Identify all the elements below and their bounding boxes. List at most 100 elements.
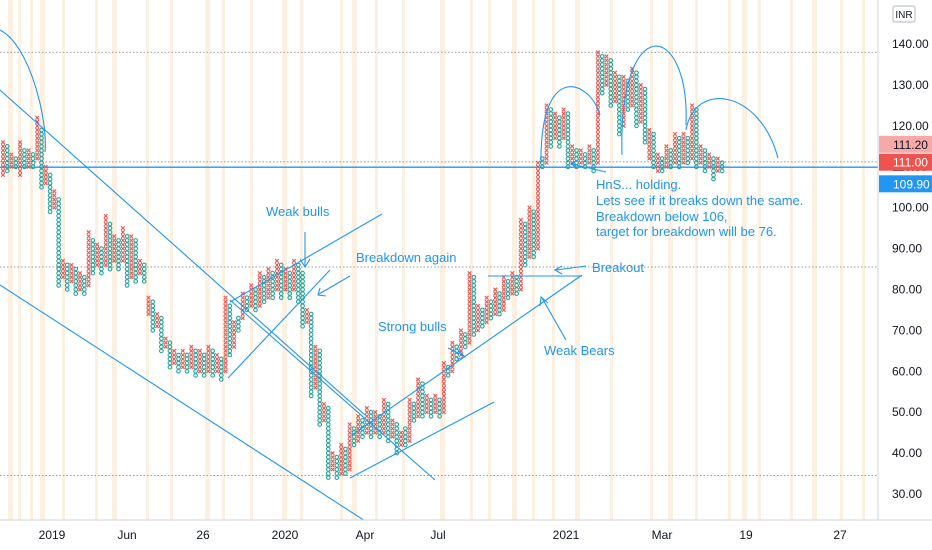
- x-box: [356, 422, 361, 427]
- weak-bulls-upper-line[interactable]: [229, 213, 383, 303]
- o-box: [47, 197, 53, 202]
- time-axis[interactable]: 2019 Jun 26 2020 Apr Jul 2021 Mar 19 27: [39, 528, 847, 542]
- weak-bulls-lower-line[interactable]: [227, 269, 331, 379]
- x-box: [257, 287, 262, 292]
- o-box: [616, 103, 622, 108]
- o-box: [702, 160, 708, 166]
- x-box: [321, 414, 327, 419]
- o-box: [295, 295, 301, 301]
- left-shoulder-arc[interactable]: [540, 86, 601, 164]
- annotation-strong-bulls[interactable]: Strong bulls: [378, 319, 447, 334]
- o-box: [385, 430, 391, 436]
- o-box: [616, 94, 622, 100]
- x-box: [441, 389, 447, 394]
- x-box: [595, 123, 601, 129]
- o-box: [116, 254, 121, 260]
- downtrend-upper-line[interactable]: [0, 89, 366, 416]
- x-box: [129, 262, 134, 268]
- o-box: [167, 348, 173, 354]
- o-box: [411, 413, 417, 419]
- o-column: [488, 299, 494, 321]
- x-box: [681, 148, 686, 153]
- x-box: [407, 410, 412, 415]
- o-box: [124, 278, 130, 284]
- x-box: [112, 254, 117, 259]
- o-box: [90, 242, 96, 247]
- x-box: [223, 299, 228, 304]
- o-box: [325, 463, 331, 468]
- o-box: [557, 139, 562, 145]
- o-box: [394, 430, 400, 436]
- o-box: [133, 258, 139, 264]
- o-box: [227, 328, 233, 333]
- x-box: [535, 230, 541, 235]
- o-column: [236, 315, 241, 333]
- annotation-hns-line2[interactable]: Lets see if it breaks down the same.: [596, 193, 803, 208]
- annotation-hns-line3[interactable]: Breakdown below 106,: [596, 209, 728, 224]
- o-box: [471, 319, 477, 325]
- o-box: [325, 409, 331, 415]
- x-column: [638, 82, 643, 124]
- x-box: [552, 115, 558, 120]
- breakdown-trend-line[interactable]: [229, 299, 436, 481]
- o-box: [107, 262, 113, 268]
- x-box: [535, 213, 541, 219]
- x-box: [535, 197, 541, 202]
- x-box: [647, 131, 652, 137]
- x-box: [484, 320, 489, 325]
- o-box: [295, 262, 301, 268]
- x-box: [129, 246, 134, 251]
- currency-badge[interactable]: [892, 5, 916, 23]
- o-box: [22, 160, 27, 166]
- o-box: [334, 463, 340, 468]
- o-box: [56, 238, 61, 243]
- annotation-hns-line1[interactable]: HnS... holding.: [596, 177, 681, 192]
- x-box: [364, 430, 369, 435]
- o-box: [565, 119, 571, 125]
- annotation-weak-bulls[interactable]: Weak bulls: [266, 204, 330, 219]
- o-box: [428, 409, 434, 415]
- o-box: [548, 115, 554, 121]
- o-column: [73, 266, 79, 296]
- left-arc[interactable]: [0, 29, 46, 153]
- session-band: [146, 0, 149, 520]
- x-box: [424, 393, 429, 399]
- x-box: [35, 152, 40, 157]
- annotation-breakout[interactable]: Breakout: [592, 260, 644, 275]
- annotation-breakdown-again[interactable]: Breakdown again: [356, 250, 456, 265]
- x-box: [189, 348, 194, 354]
- x-column: [321, 401, 327, 423]
- o-column: [368, 409, 374, 440]
- o-box: [488, 299, 494, 305]
- o-box: [634, 90, 639, 96]
- x-box: [86, 275, 91, 280]
- x-box: [493, 299, 498, 304]
- annotation-weak-bears[interactable]: Weak Bears: [544, 343, 615, 358]
- downtrend-lower-line[interactable]: [0, 284, 411, 550]
- price-label-badge: [879, 153, 932, 171]
- o-box: [133, 262, 139, 268]
- o-box: [210, 360, 216, 366]
- right-shoulder-arc[interactable]: [685, 98, 779, 159]
- x-box: [180, 352, 185, 358]
- x-box: [518, 225, 524, 231]
- o-box: [497, 295, 502, 301]
- o-column: [201, 352, 207, 378]
- x-box: [595, 152, 601, 157]
- o-column: [676, 135, 682, 170]
- head-arc[interactable]: [621, 45, 687, 156]
- uptrend-lower-line[interactable]: [349, 401, 495, 479]
- o-box: [454, 352, 460, 358]
- x-box: [467, 307, 472, 313]
- x-box: [612, 95, 618, 100]
- x-box: [103, 217, 108, 223]
- o-box: [253, 307, 258, 313]
- annotation-hns-line4[interactable]: target for breakdown will be 76.: [596, 224, 777, 239]
- x-box: [638, 90, 643, 96]
- o-box: [325, 438, 331, 444]
- o-box: [616, 99, 622, 104]
- x-box: [450, 369, 455, 374]
- x-column: [43, 164, 48, 186]
- o-box: [261, 291, 267, 296]
